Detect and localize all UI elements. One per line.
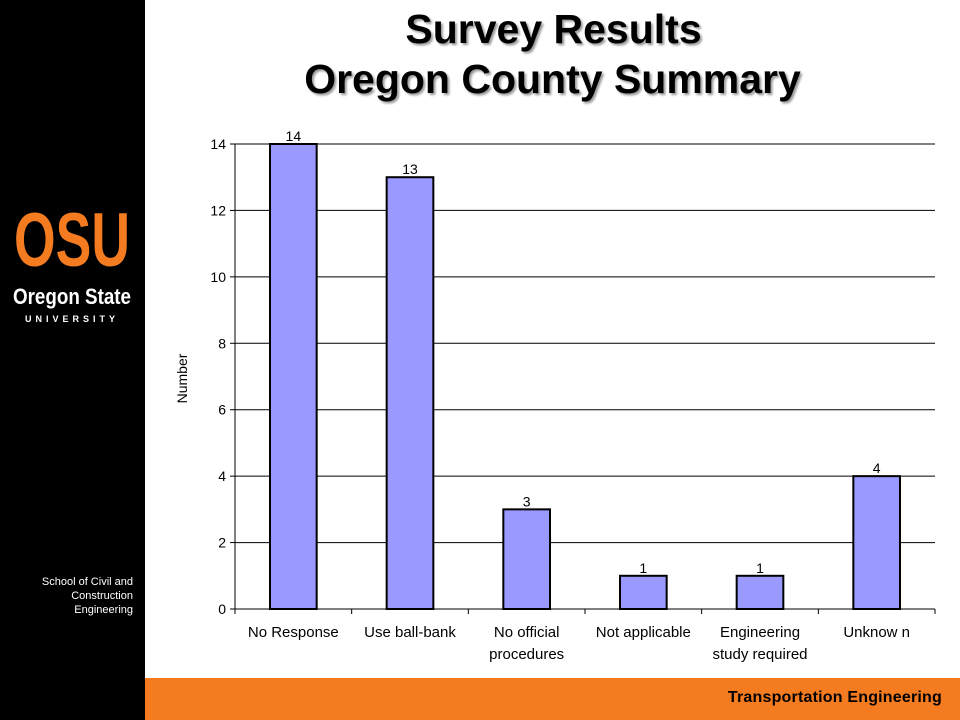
data-label: 13 — [402, 161, 418, 177]
bar — [385, 176, 435, 610]
sidebar: OSU Oregon State UNIVERSITY School of Ci… — [0, 0, 145, 720]
category-label: Unknow n — [843, 624, 910, 641]
y-tick-label: 6 — [218, 402, 226, 418]
data-label: 1 — [639, 560, 647, 576]
logo-university-text: UNIVERSITY — [25, 314, 119, 324]
bar — [852, 475, 901, 610]
logo-main-text: OSU — [14, 198, 130, 283]
y-tick-label: 14 — [210, 136, 226, 152]
y-axis-title: Number — [174, 353, 190, 403]
y-tick-label: 12 — [210, 202, 226, 218]
category-label: Engineering — [720, 624, 800, 641]
y-tick-label: 8 — [218, 335, 226, 351]
osu-logo: OSU Oregon State UNIVERSITY — [13, 198, 131, 324]
slide-title: Survey Results Oregon County Summary — [145, 4, 960, 104]
y-tick-label: 2 — [218, 535, 226, 551]
bar — [269, 143, 318, 610]
category-label: procedures — [489, 646, 564, 663]
y-tick-label: 4 — [218, 468, 226, 484]
y-tick-label: 10 — [210, 269, 226, 285]
title-line-2: Oregon County Summary — [304, 56, 801, 102]
footer-label: Transportation Engineering — [727, 689, 942, 706]
bar — [735, 574, 785, 610]
school-name: School of Civil and Construction Enginee… — [3, 575, 133, 617]
school-line: Engineering — [74, 604, 133, 616]
category-label: study required — [712, 646, 807, 663]
data-label: 14 — [286, 128, 302, 144]
category-label: No official — [494, 624, 560, 641]
school-line: Construction — [71, 590, 133, 602]
bar — [502, 508, 552, 611]
bar — [619, 574, 668, 610]
category-label: Not applicable — [596, 624, 691, 641]
school-line: School of Civil and — [41, 576, 133, 588]
data-label: 3 — [523, 493, 531, 509]
logo-sub-text: Oregon State — [13, 284, 131, 309]
data-label: 1 — [756, 560, 764, 576]
category-label: Use ball-bank — [364, 624, 456, 641]
data-label: 4 — [873, 460, 881, 476]
y-tick-label: 0 — [218, 601, 226, 617]
category-label: No Response — [248, 624, 339, 641]
title-line-1: Survey Results — [405, 6, 702, 52]
footer-bar: Transportation Engineering — [145, 678, 960, 720]
